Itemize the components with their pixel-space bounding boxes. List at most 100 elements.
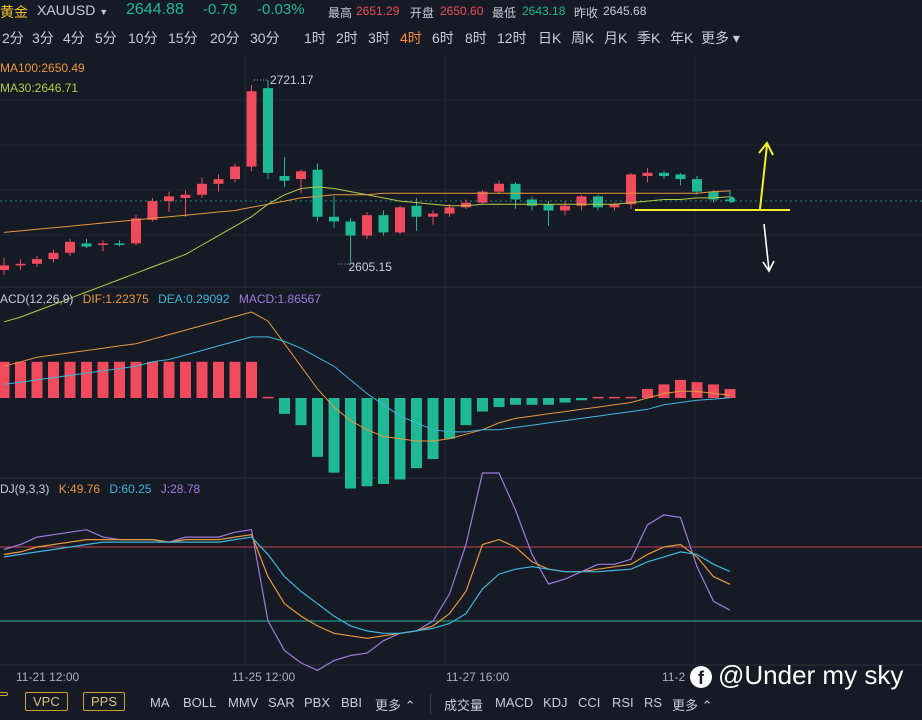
kdj-panel [0,472,922,671]
candle-body [164,196,174,202]
candle-body [411,205,422,217]
candle-body [114,243,125,245]
candle-body [147,201,158,220]
tab-timeframe-16[interactable]: 周K [571,30,595,46]
macd-bar [543,398,554,405]
candle-body [642,172,653,176]
candle-body [263,88,273,173]
macd-bar [279,398,290,414]
indicator-1[interactable]: BOLL [183,695,217,710]
tab-timeframe-6[interactable]: 20分 [210,30,240,46]
timeframe-tabs: 2分 3分 4分 5分 10分 15分 20分 30分 1时 2时 3时 4时 6时 8时 12时 日K 周K 月… [0,26,922,48]
sub-indicator-5[interactable]: RS [644,695,663,710]
sub-indicator-2[interactable]: KDJ [543,695,568,710]
tab-timeframe-18[interactable]: 季K [637,30,661,46]
low-value: 2643.18 [522,4,566,18]
macd-bar [625,396,637,399]
indicator-3[interactable]: SAR [268,695,295,710]
indicator-2[interactable]: MMV [228,695,259,710]
candle-body [543,204,554,211]
tab-timeframe-0[interactable]: 2分 [2,30,24,46]
candle-body [527,199,537,206]
tab-timeframe-14[interactable]: 12时 [497,30,527,46]
tab-timeframe-10[interactable]: 3时 [368,30,390,46]
dif-line [3,311,731,442]
indicator-5[interactable]: BBI [341,695,362,710]
tab-timeframe-5[interactable]: 15分 [168,30,198,46]
macd-bar [15,361,26,398]
candle-body [279,175,290,181]
candle-body [477,191,488,203]
candle-body [576,196,587,206]
macd-bar [642,388,653,398]
facebook-icon: f [690,666,712,689]
tab-timeframe-7[interactable]: 30分 [250,30,280,46]
indicator-4[interactable]: PBX [304,695,331,710]
sub-indicator-6[interactable]: 更多 ⌃ [672,698,713,713]
macd-bar [345,398,356,489]
candle-body [494,183,504,192]
change-percent: -0.03% [257,1,305,18]
macd-bar [427,398,439,460]
sub-indicator-1[interactable]: MACD [495,695,534,710]
tab-timeframe-2[interactable]: 4分 [63,30,85,46]
macd-bar [262,396,274,399]
macd-bar [477,398,488,412]
tab-timeframe-11[interactable]: 4时 [400,30,422,46]
macd-bar [229,361,241,398]
vpc-button[interactable]: VPC [25,692,68,711]
macd-bar [114,361,125,398]
tab-timeframe-8[interactable]: 1时 [304,30,326,46]
sub-indicator-0[interactable]: 成交量 [444,698,484,713]
macd-name: ACD(12,26,9) [0,292,74,306]
symbol-selector[interactable]: XAUUSD ▼ [37,2,108,18]
down-arrow-head [762,260,775,273]
candle-body [593,196,603,208]
x-tick-label-1: 11-25 12:00 [232,670,295,684]
candle-body [461,202,471,208]
macd-bar [0,361,10,398]
tab-timeframe-15[interactable]: 日K [538,30,562,46]
tab-timeframe-4[interactable]: 10分 [128,30,158,46]
watermark: f @Under my sky [690,660,903,691]
low-label: 最低 [492,6,517,20]
high-price-label: 2721.17 [270,73,314,87]
macd-bar [196,361,208,398]
ma30-value: MA30:2646.71 [0,81,79,95]
tab-timeframe-12[interactable]: 6时 [432,30,454,46]
sub-indicator-4[interactable]: RSI [612,695,634,710]
tab-timeframe-17[interactable]: 月K [604,30,628,46]
macd-bar [411,398,422,469]
macd-bar [609,396,620,399]
tab-timeframe-3[interactable]: 5分 [95,30,117,46]
pps-button[interactable]: PPS [83,692,126,711]
last-price-dot [729,196,735,203]
indicator-box-partial[interactable] [0,692,8,696]
candle-body [131,218,141,244]
macd-bar [163,361,175,398]
candle-body [395,207,405,233]
sub-indicator-3[interactable]: CCI [578,695,601,710]
indicator-6[interactable]: 更多 ⌃ [375,698,416,713]
indicator-0[interactable]: MA [150,695,170,710]
change-value: -0.79 [203,1,238,18]
macd-bar [246,361,257,398]
tab-timeframe-20[interactable]: 更多 ▾ [701,30,740,46]
grid [0,55,922,666]
macd-bar [708,384,719,398]
candle-body [675,174,686,180]
tab-timeframe-9[interactable]: 2时 [336,30,358,46]
chevron-down-icon: ▼ [99,7,109,17]
tab-timeframe-19[interactable]: 年K [670,30,694,46]
x-axis: 11-21 12:00 11-25 12:00 11-27 16:00 11-2 [16,670,685,684]
candle-body [213,179,224,184]
tab-timeframe-1[interactable]: 3分 [32,30,54,46]
candle-body [329,216,339,222]
macd-bar [361,398,373,487]
legend-kdj: DJ(9,3,3) K:49.76 D:60.25 J:28.78 [0,482,200,496]
separator [430,694,431,714]
tab-timeframe-13[interactable]: 8时 [465,30,487,46]
macd-bar [147,361,158,398]
macd-value: MACD:1.86567 [238,292,321,306]
